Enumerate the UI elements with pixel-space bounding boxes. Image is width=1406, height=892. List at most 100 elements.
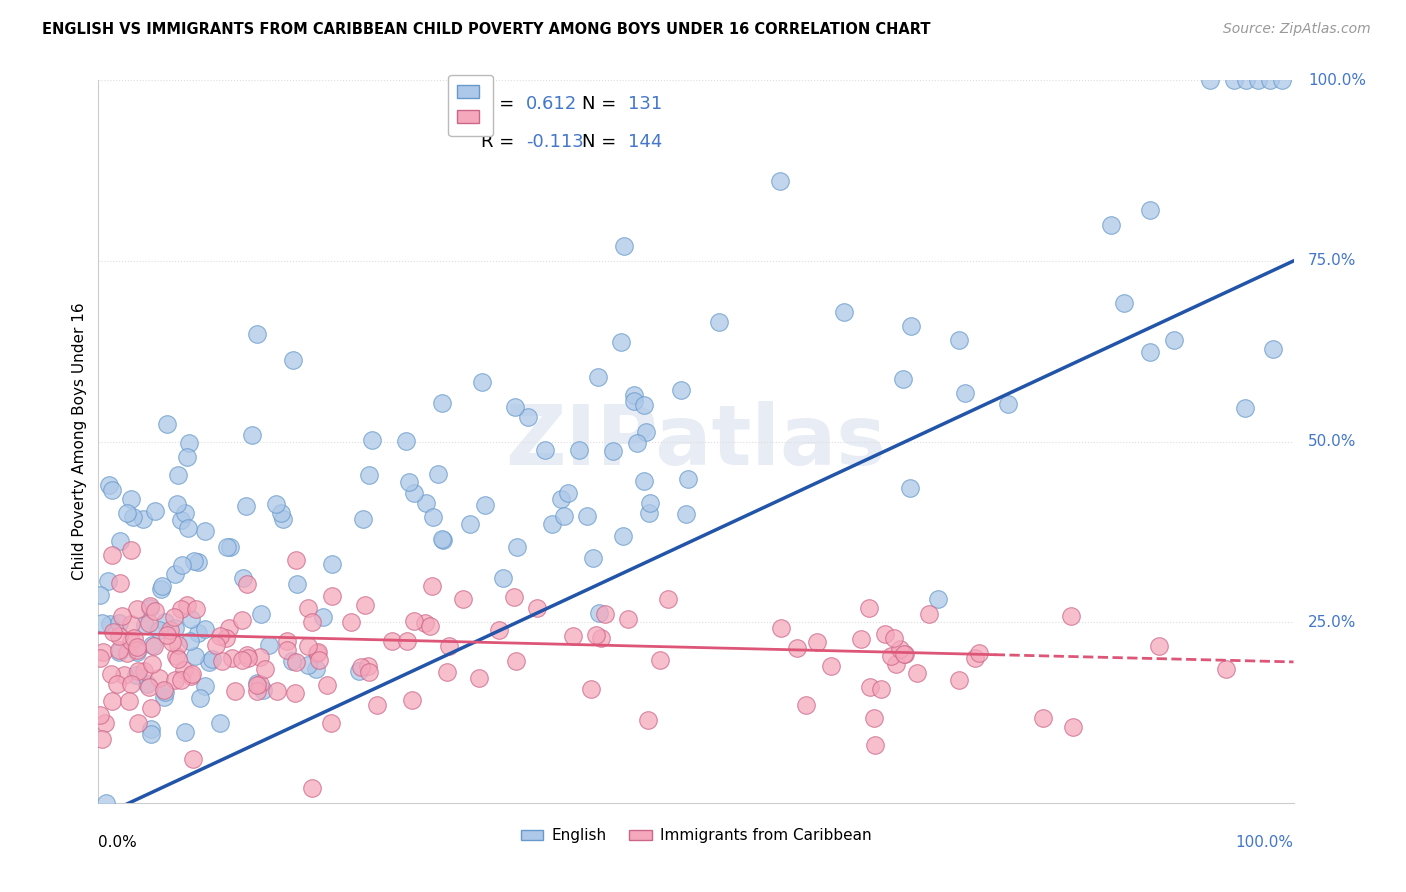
Point bbox=[1139, 203, 1161, 218]
Legend: English, Immigrants from Caribbean: English, Immigrants from Caribbean bbox=[515, 822, 877, 849]
Point bbox=[253, 662, 276, 676]
Point bbox=[101, 693, 124, 707]
Point bbox=[160, 635, 183, 649]
Point bbox=[107, 616, 129, 631]
Point bbox=[863, 711, 886, 725]
Point bbox=[184, 648, 207, 663]
Point bbox=[468, 671, 491, 685]
Point bbox=[432, 533, 454, 548]
Point bbox=[97, 574, 120, 589]
Point bbox=[357, 659, 380, 673]
Point bbox=[582, 550, 605, 565]
Point bbox=[114, 668, 136, 682]
Point bbox=[246, 678, 269, 692]
Text: 144: 144 bbox=[628, 133, 662, 151]
Point bbox=[419, 618, 441, 632]
Point bbox=[794, 698, 817, 713]
Point bbox=[252, 683, 274, 698]
Point bbox=[141, 657, 163, 671]
Point bbox=[893, 647, 915, 661]
Point bbox=[287, 577, 309, 591]
Point bbox=[321, 589, 343, 603]
Point bbox=[101, 483, 124, 498]
Point bbox=[321, 715, 343, 730]
Point bbox=[166, 652, 188, 666]
Point bbox=[427, 467, 450, 481]
Point bbox=[100, 667, 122, 681]
Point bbox=[1199, 73, 1222, 87]
Text: R =: R = bbox=[481, 133, 520, 151]
Point bbox=[246, 675, 269, 690]
Point bbox=[259, 638, 281, 652]
Point bbox=[634, 425, 657, 439]
Point bbox=[167, 638, 190, 652]
Point bbox=[187, 555, 209, 569]
Point bbox=[138, 616, 160, 631]
Point bbox=[398, 475, 420, 490]
Point bbox=[141, 722, 163, 736]
Point bbox=[432, 533, 454, 547]
Point bbox=[955, 386, 977, 401]
Point bbox=[585, 628, 607, 642]
Point bbox=[297, 601, 319, 615]
Point bbox=[139, 701, 162, 715]
Point bbox=[1112, 296, 1135, 310]
Text: Source: ZipAtlas.com: Source: ZipAtlas.com bbox=[1223, 22, 1371, 37]
Point bbox=[108, 576, 131, 591]
Point bbox=[249, 650, 271, 665]
Point bbox=[125, 643, 148, 657]
Point bbox=[1258, 73, 1281, 87]
Point bbox=[886, 657, 908, 672]
Point bbox=[125, 645, 148, 659]
Point bbox=[127, 716, 149, 731]
Point bbox=[231, 614, 253, 628]
Point bbox=[246, 684, 269, 698]
Point bbox=[617, 612, 640, 626]
Point bbox=[849, 632, 872, 646]
Point bbox=[219, 541, 242, 555]
Point bbox=[589, 631, 612, 645]
Point bbox=[436, 665, 458, 679]
Point bbox=[101, 625, 124, 640]
Point bbox=[170, 673, 193, 687]
Point bbox=[1261, 343, 1284, 357]
Point bbox=[451, 592, 474, 607]
Point bbox=[340, 615, 363, 629]
Point bbox=[115, 507, 138, 521]
Point bbox=[675, 507, 697, 521]
Point bbox=[180, 612, 202, 626]
Point bbox=[166, 497, 188, 511]
Point bbox=[176, 521, 198, 535]
Point bbox=[149, 582, 172, 596]
Point bbox=[432, 396, 454, 410]
Point bbox=[965, 651, 987, 665]
Text: 0.612: 0.612 bbox=[526, 95, 578, 112]
Point bbox=[246, 326, 269, 341]
Point bbox=[180, 666, 202, 681]
Point bbox=[172, 558, 194, 573]
Point bbox=[401, 693, 423, 707]
Point bbox=[349, 665, 371, 679]
Point bbox=[875, 627, 897, 641]
Point bbox=[107, 642, 129, 657]
Point bbox=[101, 548, 124, 562]
Point bbox=[111, 608, 134, 623]
Point bbox=[301, 615, 323, 629]
Point bbox=[297, 658, 319, 673]
Point bbox=[143, 640, 166, 654]
Point bbox=[163, 673, 186, 688]
Point bbox=[562, 629, 585, 643]
Point bbox=[264, 497, 287, 511]
Point bbox=[240, 428, 263, 442]
Point bbox=[193, 524, 215, 538]
Text: N =: N = bbox=[582, 133, 623, 151]
Point bbox=[883, 631, 905, 645]
Point bbox=[612, 529, 634, 543]
Point bbox=[208, 629, 231, 643]
Point bbox=[575, 508, 598, 523]
Point bbox=[657, 592, 679, 607]
Point bbox=[236, 648, 259, 662]
Point bbox=[89, 707, 111, 722]
Point bbox=[205, 638, 228, 652]
Point bbox=[301, 781, 323, 796]
